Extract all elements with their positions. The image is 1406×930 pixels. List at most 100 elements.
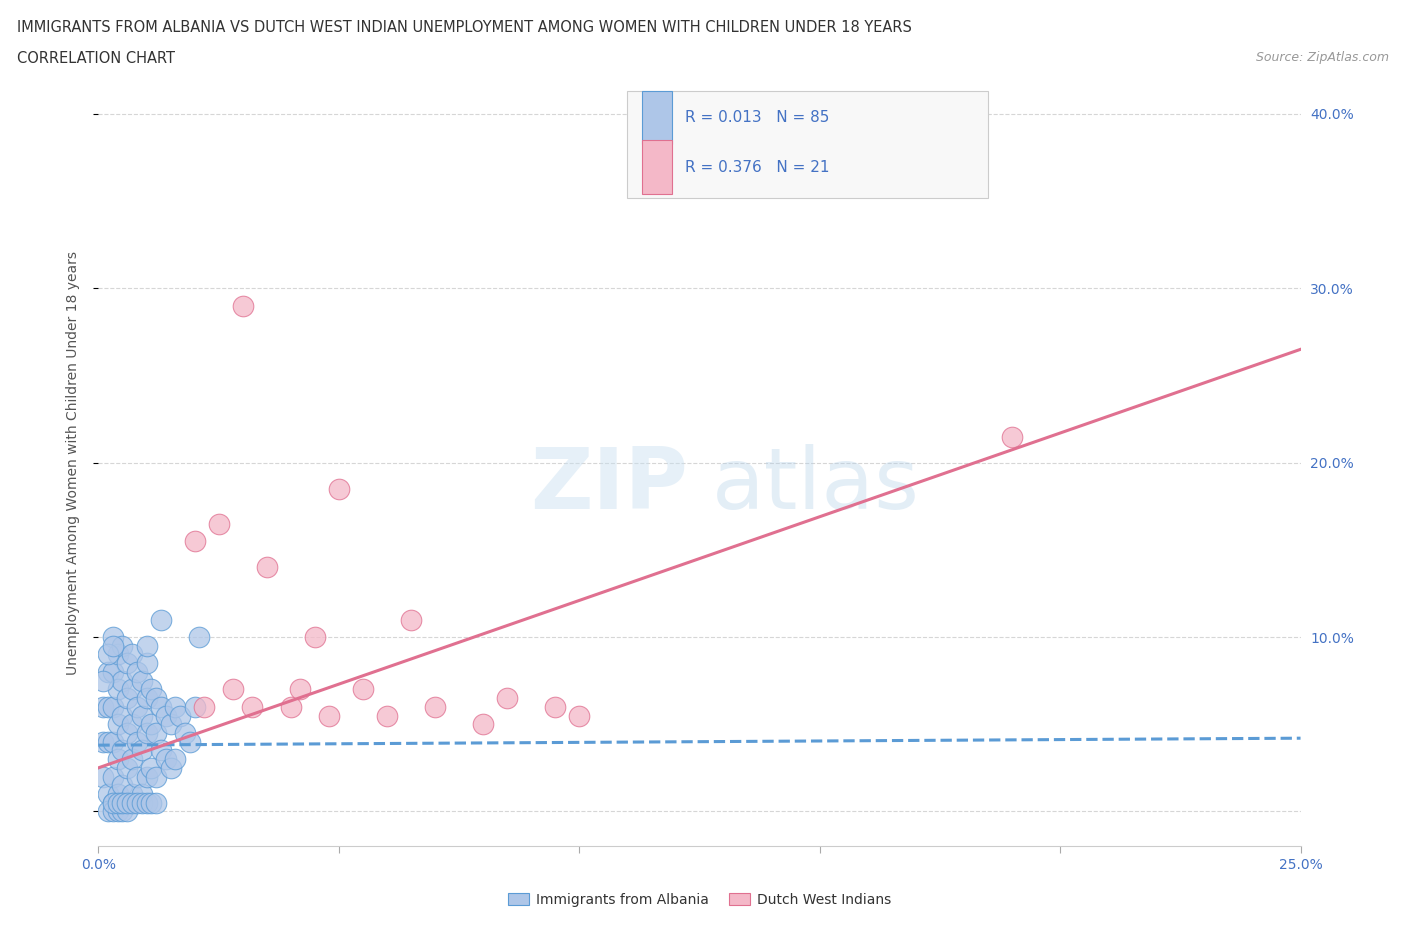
Point bbox=[91, 735, 114, 750]
Point bbox=[111, 743, 134, 758]
Point bbox=[159, 761, 181, 776]
Text: R = 0.376   N = 21: R = 0.376 N = 21 bbox=[685, 160, 830, 175]
Point bbox=[240, 699, 263, 714]
Point bbox=[125, 769, 148, 784]
Text: atlas: atlas bbox=[711, 445, 920, 527]
Point bbox=[117, 656, 139, 671]
Point bbox=[121, 795, 143, 810]
Point bbox=[352, 682, 374, 697]
Point bbox=[111, 708, 134, 723]
Point bbox=[111, 795, 134, 810]
Point bbox=[107, 647, 129, 662]
Point bbox=[121, 647, 143, 662]
Point bbox=[280, 699, 302, 714]
Legend: Immigrants from Albania, Dutch West Indians: Immigrants from Albania, Dutch West Indi… bbox=[502, 887, 897, 912]
Point bbox=[399, 612, 422, 627]
Point bbox=[101, 638, 124, 653]
Point bbox=[183, 534, 205, 549]
Point bbox=[131, 795, 153, 810]
Point bbox=[141, 761, 163, 776]
Point bbox=[179, 735, 201, 750]
Point bbox=[155, 708, 177, 723]
Point bbox=[290, 682, 312, 697]
Point bbox=[169, 708, 191, 723]
Point bbox=[131, 743, 153, 758]
Point bbox=[107, 682, 129, 697]
Point bbox=[145, 769, 167, 784]
Point bbox=[208, 516, 231, 531]
Point bbox=[121, 717, 143, 732]
Point bbox=[193, 699, 215, 714]
Point bbox=[149, 699, 172, 714]
Point bbox=[101, 699, 124, 714]
Point bbox=[472, 717, 495, 732]
Point bbox=[188, 630, 211, 644]
Point bbox=[131, 787, 153, 802]
Point bbox=[97, 787, 120, 802]
Point bbox=[496, 691, 519, 706]
Point bbox=[222, 682, 245, 697]
Point bbox=[91, 699, 114, 714]
Point bbox=[131, 708, 153, 723]
Point bbox=[149, 612, 172, 627]
Point bbox=[111, 777, 134, 792]
Text: R = 0.013   N = 85: R = 0.013 N = 85 bbox=[685, 110, 830, 125]
Point bbox=[101, 769, 124, 784]
Text: CORRELATION CHART: CORRELATION CHART bbox=[17, 51, 174, 66]
Text: IMMIGRANTS FROM ALBANIA VS DUTCH WEST INDIAN UNEMPLOYMENT AMONG WOMEN WITH CHILD: IMMIGRANTS FROM ALBANIA VS DUTCH WEST IN… bbox=[17, 20, 911, 35]
Point bbox=[107, 804, 129, 819]
Point bbox=[135, 656, 157, 671]
Point bbox=[159, 717, 181, 732]
Point bbox=[107, 795, 129, 810]
Bar bbox=[641, 140, 672, 194]
Point bbox=[97, 699, 120, 714]
Point bbox=[101, 804, 124, 819]
Point bbox=[232, 299, 254, 313]
Point bbox=[101, 735, 124, 750]
Y-axis label: Unemployment Among Women with Children Under 18 years: Unemployment Among Women with Children U… bbox=[66, 251, 80, 674]
Point bbox=[121, 787, 143, 802]
Point bbox=[165, 699, 187, 714]
Point bbox=[125, 699, 148, 714]
Point bbox=[97, 647, 120, 662]
Point bbox=[125, 735, 148, 750]
Bar bbox=[641, 90, 672, 144]
Text: ZIP: ZIP bbox=[530, 445, 688, 527]
Point bbox=[97, 804, 120, 819]
Point bbox=[97, 735, 120, 750]
Point bbox=[328, 482, 350, 497]
Point bbox=[256, 560, 278, 575]
Point bbox=[183, 699, 205, 714]
Point bbox=[111, 638, 134, 653]
Point bbox=[1001, 429, 1024, 444]
FancyBboxPatch shape bbox=[627, 90, 988, 198]
Point bbox=[174, 725, 197, 740]
Point bbox=[304, 630, 326, 644]
Point bbox=[125, 664, 148, 679]
Point bbox=[145, 795, 167, 810]
Point bbox=[101, 664, 124, 679]
Point bbox=[117, 795, 139, 810]
Point bbox=[135, 769, 157, 784]
Point bbox=[107, 787, 129, 802]
Point bbox=[121, 682, 143, 697]
Point bbox=[91, 673, 114, 688]
Point bbox=[135, 691, 157, 706]
Point bbox=[107, 717, 129, 732]
Point bbox=[111, 804, 134, 819]
Point bbox=[117, 795, 139, 810]
Point bbox=[568, 708, 591, 723]
Point bbox=[125, 795, 148, 810]
Point bbox=[111, 795, 134, 810]
Text: Source: ZipAtlas.com: Source: ZipAtlas.com bbox=[1256, 51, 1389, 64]
Point bbox=[107, 751, 129, 766]
Point bbox=[165, 751, 187, 766]
Point bbox=[318, 708, 340, 723]
Point bbox=[131, 673, 153, 688]
Point bbox=[117, 804, 139, 819]
Point bbox=[101, 795, 124, 810]
Point bbox=[145, 691, 167, 706]
Point bbox=[101, 630, 124, 644]
Point bbox=[117, 725, 139, 740]
Point bbox=[141, 717, 163, 732]
